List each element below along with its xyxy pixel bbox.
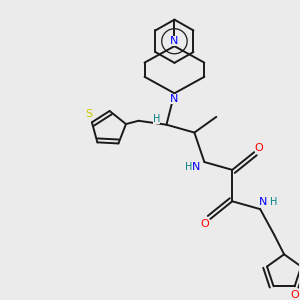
Text: N: N xyxy=(170,36,178,46)
Text: N: N xyxy=(259,197,267,207)
Text: H: H xyxy=(153,114,160,124)
Text: N: N xyxy=(170,94,178,104)
Text: H: H xyxy=(270,197,278,207)
Text: N: N xyxy=(192,162,201,172)
Text: H: H xyxy=(185,162,192,172)
Text: O: O xyxy=(255,143,264,153)
Text: S: S xyxy=(85,110,92,119)
Text: O: O xyxy=(200,219,209,229)
Text: O: O xyxy=(290,290,299,300)
